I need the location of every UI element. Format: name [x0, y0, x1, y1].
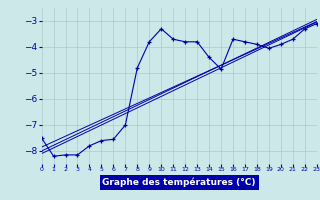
X-axis label: Graphe des températures (°C): Graphe des températures (°C)	[102, 177, 256, 187]
